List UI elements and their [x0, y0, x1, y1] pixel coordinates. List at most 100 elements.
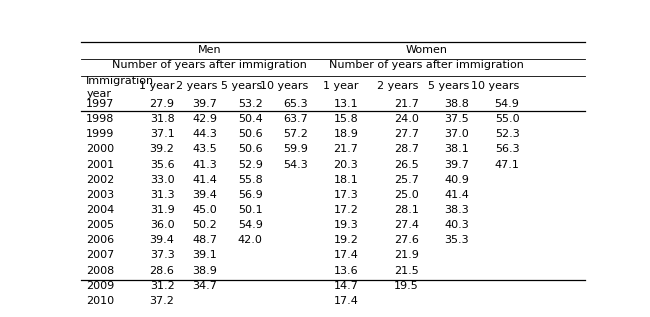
Text: 31.3: 31.3 — [150, 190, 174, 200]
Text: 17.3: 17.3 — [333, 190, 358, 200]
Text: 2002: 2002 — [86, 175, 114, 185]
Text: 14.7: 14.7 — [333, 281, 358, 291]
Text: 41.4: 41.4 — [444, 190, 469, 200]
Text: 56.9: 56.9 — [238, 190, 263, 200]
Text: 2010: 2010 — [86, 296, 114, 306]
Text: 63.7: 63.7 — [283, 114, 308, 124]
Text: 13.6: 13.6 — [333, 266, 358, 275]
Text: 27.9: 27.9 — [150, 99, 174, 109]
Text: 31.9: 31.9 — [150, 205, 174, 215]
Text: Men: Men — [198, 45, 222, 55]
Text: 10 years: 10 years — [260, 81, 308, 91]
Text: 43.5: 43.5 — [192, 145, 217, 154]
Text: 21.9: 21.9 — [394, 250, 419, 261]
Text: 20.3: 20.3 — [333, 160, 358, 170]
Text: 27.4: 27.4 — [394, 220, 419, 230]
Text: 35.3: 35.3 — [445, 235, 469, 245]
Text: 38.1: 38.1 — [445, 145, 469, 154]
Text: 38.9: 38.9 — [192, 266, 217, 275]
Text: 25.7: 25.7 — [394, 175, 419, 185]
Text: 39.2: 39.2 — [150, 145, 174, 154]
Text: 50.4: 50.4 — [238, 114, 263, 124]
Text: 2 years: 2 years — [176, 81, 217, 91]
Text: 27.6: 27.6 — [394, 235, 419, 245]
Text: 19.5: 19.5 — [394, 281, 419, 291]
Text: 2008: 2008 — [86, 266, 114, 275]
Text: 41.4: 41.4 — [192, 175, 217, 185]
Text: 2003: 2003 — [86, 190, 114, 200]
Text: 17.2: 17.2 — [333, 205, 358, 215]
Text: 21.5: 21.5 — [394, 266, 419, 275]
Text: 2007: 2007 — [86, 250, 114, 261]
Text: 52.3: 52.3 — [495, 129, 519, 139]
Text: 44.3: 44.3 — [192, 129, 217, 139]
Text: 1998: 1998 — [86, 114, 114, 124]
Text: 54.9: 54.9 — [495, 99, 519, 109]
Text: 57.2: 57.2 — [283, 129, 308, 139]
Text: 54.3: 54.3 — [283, 160, 308, 170]
Text: Number of years after immigration: Number of years after immigration — [112, 61, 307, 70]
Text: 50.1: 50.1 — [238, 205, 263, 215]
Text: 50.2: 50.2 — [192, 220, 217, 230]
Text: 2 years: 2 years — [378, 81, 419, 91]
Text: 39.7: 39.7 — [192, 99, 217, 109]
Text: 34.7: 34.7 — [192, 281, 217, 291]
Text: 37.2: 37.2 — [150, 296, 174, 306]
Text: 27.7: 27.7 — [394, 129, 419, 139]
Text: 2000: 2000 — [86, 145, 114, 154]
Text: 53.2: 53.2 — [238, 99, 263, 109]
Text: 1999: 1999 — [86, 129, 114, 139]
Text: 5 years: 5 years — [428, 81, 469, 91]
Text: 50.6: 50.6 — [238, 129, 263, 139]
Text: 13.1: 13.1 — [333, 99, 358, 109]
Text: 37.3: 37.3 — [150, 250, 174, 261]
Text: 40.9: 40.9 — [444, 175, 469, 185]
Text: 31.8: 31.8 — [150, 114, 174, 124]
Text: 19.2: 19.2 — [333, 235, 358, 245]
Text: 31.2: 31.2 — [150, 281, 174, 291]
Text: 39.7: 39.7 — [444, 160, 469, 170]
Text: Number of years after immigration: Number of years after immigration — [329, 61, 524, 70]
Text: 1 year: 1 year — [139, 81, 174, 91]
Text: 2009: 2009 — [86, 281, 114, 291]
Text: 25.0: 25.0 — [394, 190, 419, 200]
Text: 2001: 2001 — [86, 160, 114, 170]
Text: 36.0: 36.0 — [150, 220, 174, 230]
Text: Women: Women — [406, 45, 447, 55]
Text: 42.9: 42.9 — [192, 114, 217, 124]
Text: 41.3: 41.3 — [192, 160, 217, 170]
Text: 40.3: 40.3 — [445, 220, 469, 230]
Text: 26.5: 26.5 — [394, 160, 419, 170]
Text: 5 years: 5 years — [222, 81, 263, 91]
Text: 37.5: 37.5 — [445, 114, 469, 124]
Text: 1997: 1997 — [86, 99, 114, 109]
Text: 59.9: 59.9 — [283, 145, 308, 154]
Text: 35.6: 35.6 — [150, 160, 174, 170]
Text: 54.9: 54.9 — [238, 220, 263, 230]
Text: 24.0: 24.0 — [394, 114, 419, 124]
Text: 18.9: 18.9 — [333, 129, 358, 139]
Text: 28.7: 28.7 — [394, 145, 419, 154]
Text: 56.3: 56.3 — [495, 145, 519, 154]
Text: 19.3: 19.3 — [333, 220, 358, 230]
Text: 2006: 2006 — [86, 235, 114, 245]
Text: 1 year: 1 year — [323, 81, 358, 91]
Text: 17.4: 17.4 — [333, 250, 358, 261]
Text: Immigration
year: Immigration year — [86, 76, 155, 99]
Text: 28.1: 28.1 — [394, 205, 419, 215]
Text: 2004: 2004 — [86, 205, 114, 215]
Text: 52.9: 52.9 — [238, 160, 263, 170]
Text: 39.1: 39.1 — [192, 250, 217, 261]
Text: 42.0: 42.0 — [238, 235, 263, 245]
Text: 28.6: 28.6 — [150, 266, 174, 275]
Text: 38.3: 38.3 — [445, 205, 469, 215]
Text: 21.7: 21.7 — [394, 99, 419, 109]
Text: 47.1: 47.1 — [495, 160, 519, 170]
Text: 38.8: 38.8 — [444, 99, 469, 109]
Text: 33.0: 33.0 — [150, 175, 174, 185]
Text: 55.0: 55.0 — [495, 114, 519, 124]
Text: 17.4: 17.4 — [333, 296, 358, 306]
Text: 2005: 2005 — [86, 220, 114, 230]
Text: 10 years: 10 years — [471, 81, 519, 91]
Text: 48.7: 48.7 — [192, 235, 217, 245]
